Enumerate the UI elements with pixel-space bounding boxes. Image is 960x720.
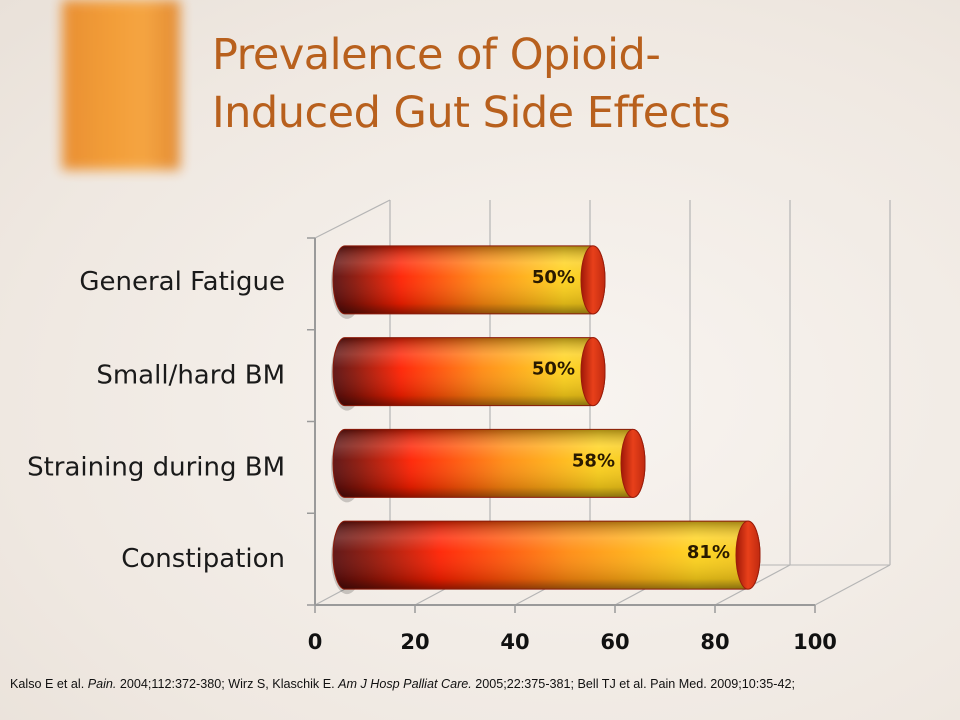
x-tick-label: 20 <box>400 630 429 654</box>
bar-end-cap <box>580 245 606 315</box>
bar-value-label: 58% <box>572 450 615 471</box>
x-tick-labels: 0 20 40 60 80 100 <box>308 605 837 654</box>
category-labels: General Fatigue Small/hard BM Straining du… <box>27 267 285 574</box>
category-label: Small/hard BM <box>96 361 285 391</box>
category-label: Straining during BM <box>27 452 285 482</box>
citation-footnote: Kalso E et al. Pain. 2004;112:372-380; W… <box>10 677 950 691</box>
bar: 58% <box>331 428 646 503</box>
category-label: General Fatigue <box>79 267 285 297</box>
bar: 50% <box>331 245 606 319</box>
orange-accent-block <box>62 0 180 170</box>
bars: 50% 50% 58% 81% <box>331 245 761 595</box>
x-tick-label: 0 <box>308 630 323 654</box>
footnote-part: Am J Hosp Palliat Care. <box>338 677 472 691</box>
bar-end-cap <box>580 337 606 407</box>
footnote-part: Pain. <box>87 677 117 691</box>
bar: 81% <box>331 520 761 595</box>
bar: 50% <box>331 337 606 411</box>
x-tick-label: 40 <box>500 630 529 654</box>
title-line-1: Prevalence of Opioid- <box>212 30 661 80</box>
floor-grid-line <box>814 564 891 606</box>
footnote-part: 2005;22:375-381; Bell TJ et al. Pain Med… <box>471 677 796 691</box>
category-label: Constipation <box>121 544 285 574</box>
footnote-part: Kalso E et al. <box>10 677 88 691</box>
title-line-2: Induced Gut Side Effects <box>212 88 731 138</box>
bar-value-label: 81% <box>687 542 730 563</box>
bar-end-cap <box>735 520 761 590</box>
footnote-part: 2004;112:372-380; Wirz S, Klaschik E. <box>116 677 339 691</box>
x-tick-label: 80 <box>700 630 729 654</box>
axis-layer <box>307 237 815 606</box>
x-tick-label: 60 <box>600 630 629 654</box>
bar-value-label: 50% <box>532 267 575 288</box>
slide-title: Prevalence of Opioid- Induced Gut Side E… <box>212 26 932 142</box>
wall-top-edge <box>314 199 391 239</box>
x-tick-label: 100 <box>793 630 837 654</box>
bar-value-label: 50% <box>532 359 575 380</box>
bar-end-cap <box>620 428 646 498</box>
